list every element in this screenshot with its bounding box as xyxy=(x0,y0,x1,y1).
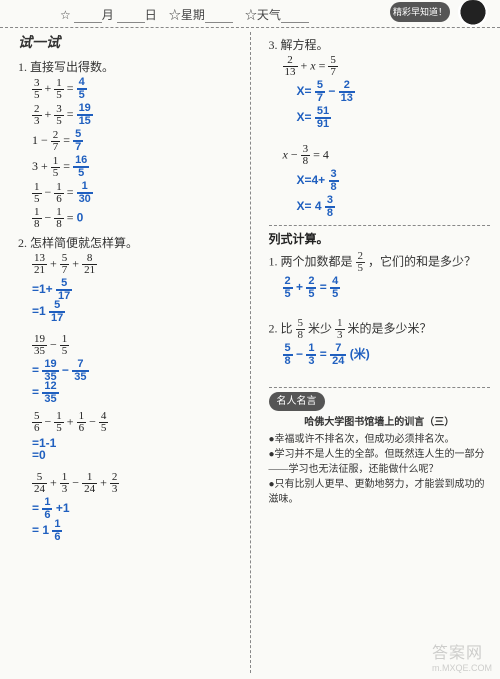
q1-line: 23 + 35 = 1915 xyxy=(32,103,240,127)
header-bubble: 精彩早知道！ xyxy=(390,2,450,22)
q3-title: 3. 解方程。 xyxy=(269,36,491,53)
page-body: 试一试 1. 直接写出得数。 35 + 15 = 45 23 + 35 = 19… xyxy=(0,28,500,677)
eq1-step: X= 5191 xyxy=(297,106,491,130)
motto-line: ●幸福或许不排名次，但成功必须排名次。 xyxy=(269,432,491,447)
right-column: 3. 解方程。 213 + x = 57 X= 57 − 213 X= 5191… xyxy=(251,28,500,677)
p1-ans: 25 + 25 = 45 xyxy=(283,276,491,300)
weather-blank xyxy=(281,11,309,23)
watermark: 答案网 m.MXQE.COM xyxy=(432,639,492,673)
q1-line: 35 + 15 = 45 xyxy=(32,77,240,101)
q1-line: 15 − 16 = 130 xyxy=(32,181,240,205)
star-icon: ☆ xyxy=(245,8,257,22)
star-icon: ☆ xyxy=(169,8,181,22)
q2d: 524 + 13 − 124 + 23 xyxy=(32,472,240,495)
q2d-step: = 1 16 xyxy=(32,519,240,543)
motto-head: 名人名言 xyxy=(269,392,325,411)
q2a: 1321 + 57 + 821 xyxy=(32,253,240,276)
q2b: 1935 − 15 xyxy=(32,334,240,357)
q2b-step: = 1935 − 735 xyxy=(32,359,240,383)
left-column: 试一试 1. 直接写出得数。 35 + 15 = 45 23 + 35 = 19… xyxy=(0,28,250,677)
day-label: 日 xyxy=(145,8,157,22)
eq2: x − 38 = 4 xyxy=(283,144,491,167)
star-icon: ☆ xyxy=(60,8,71,22)
q2a-step: =1 517 xyxy=(32,300,240,324)
q1-line: 3 + 15 = 165 xyxy=(32,155,240,179)
q2c-step: =0 xyxy=(32,448,240,462)
motto-box: 名人名言 哈佛大学图书馆墙上的训言（三） ●幸福或许不排名次，但成功必须排名次。… xyxy=(269,387,491,507)
p1-q: 1. 两个加数都是 25 ，它们的和是多少？ xyxy=(269,251,491,274)
eq1: 213 + x = 57 xyxy=(283,55,491,78)
p2-q: 2. 比 58 米少 13 米的是多少米？ xyxy=(269,318,491,341)
q2a-step: =1+ 517 xyxy=(32,278,240,302)
eq2-step: X=4+ 38 xyxy=(297,169,491,193)
eq1-step: X= 57 − 213 xyxy=(297,80,491,104)
motto-line: ●学习并不是人生的全部。但既然连人生的一部分——学习也无法征服，还能做什么呢？ xyxy=(269,447,491,477)
q2d-step: = 16 +1 xyxy=(32,497,240,521)
month-label: 月 xyxy=(102,8,114,22)
list-title: 列式计算。 xyxy=(269,230,491,247)
week-label: 星期 xyxy=(181,8,205,22)
dash-divider xyxy=(269,225,491,226)
day-blank xyxy=(117,11,145,23)
q1-title: 1. 直接写出得数。 xyxy=(18,58,240,75)
month-blank xyxy=(74,11,102,23)
q1-line: 1 − 27 = 57 xyxy=(32,129,240,153)
motto-title: 哈佛大学图书馆墙上的训言（三） xyxy=(269,415,491,430)
q2b-step: = 1235 xyxy=(32,381,240,405)
week-blank xyxy=(205,11,233,23)
q2-title: 2. 怎样简便就怎样算。 xyxy=(18,234,240,251)
motto-line: ●只有比别人更早、更勤地努力，才能尝到成功的滋味。 xyxy=(269,477,491,507)
try-it-tag: 试一试 xyxy=(18,32,60,52)
penguin-icon xyxy=(456,0,490,30)
q1-line: 18 − 18 = 0 xyxy=(32,207,240,230)
weather-label: 天气 xyxy=(257,8,281,22)
q2c: 56 − 15 + 16 − 45 xyxy=(32,411,240,434)
eq2-step: X= 4 38 xyxy=(297,195,491,219)
p2-ans: 58 − 13 = 724 (米) xyxy=(283,343,491,367)
